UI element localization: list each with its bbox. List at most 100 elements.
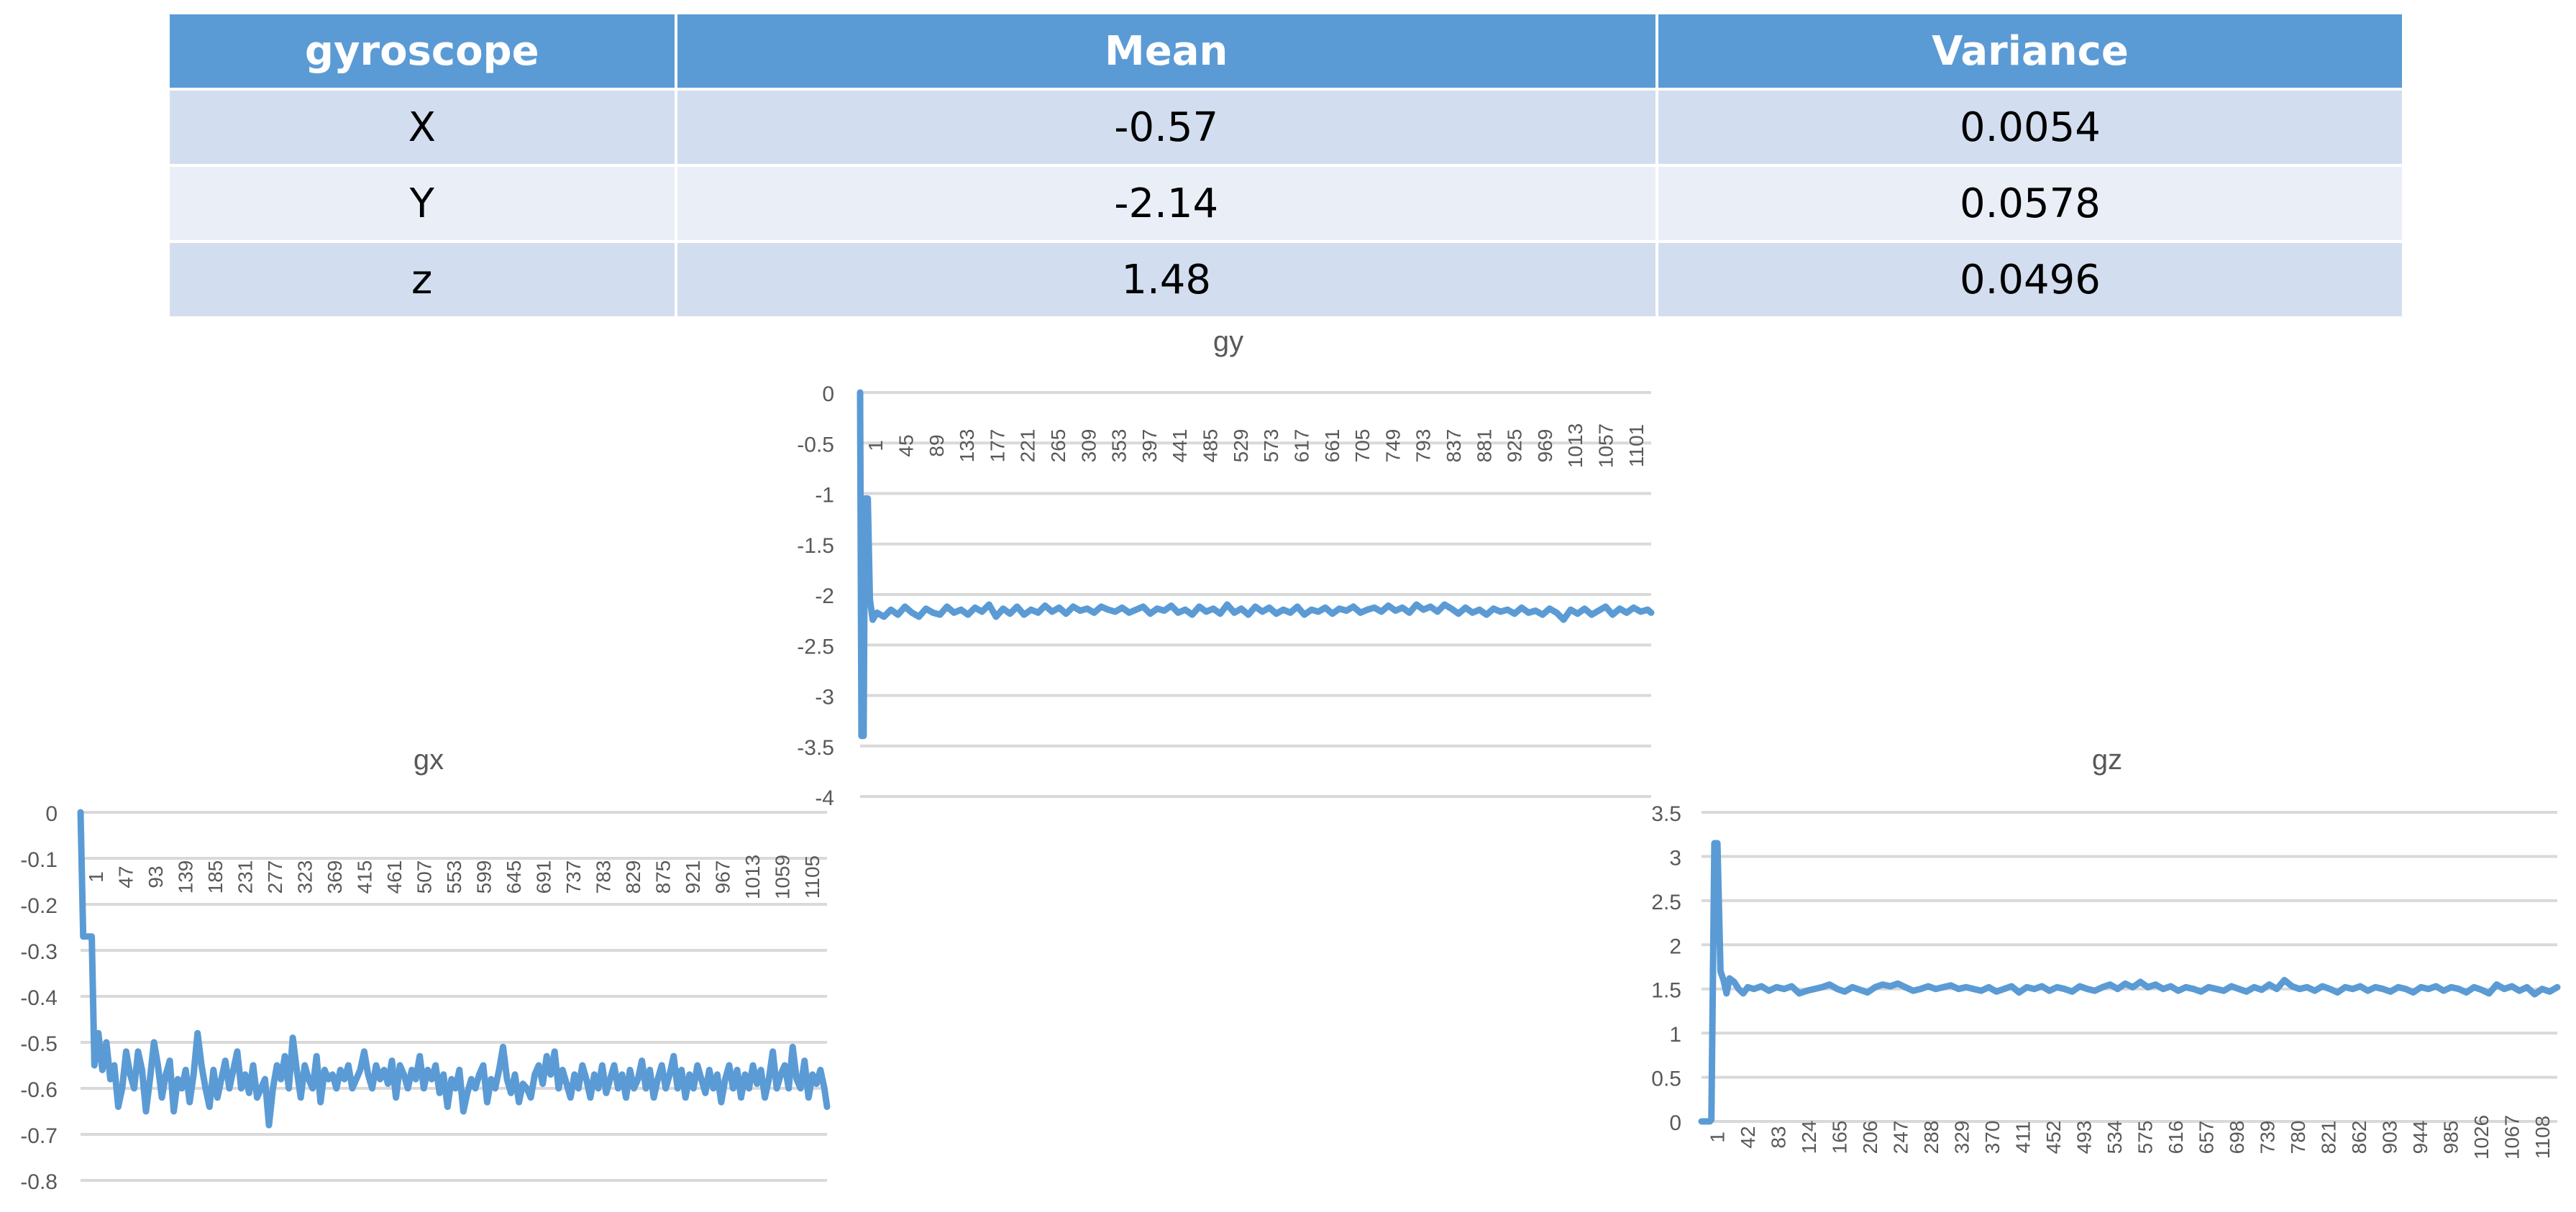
axis-cell: z [167, 240, 677, 319]
gyroscope-stats-table: gyroscope Mean Variance X -0.57 0.0054 Y… [167, 12, 2406, 319]
x-tick-label: 705 [1351, 429, 1374, 463]
table-row: z 1.48 0.0496 [167, 240, 2406, 319]
x-tick-label: 944 [2409, 1121, 2431, 1154]
y-tick-label: -0.6 [20, 1078, 58, 1102]
x-tick-label: 925 [1504, 429, 1526, 463]
x-tick-label: 1 [864, 440, 887, 451]
x-tick-label: 411 [2011, 1121, 2034, 1154]
x-tick-label: 645 [503, 860, 525, 894]
x-tick-label: 1105 [801, 855, 823, 899]
x-tick-label: 985 [2439, 1121, 2462, 1154]
y-tick-label: -0.8 [20, 1170, 58, 1194]
y-tick-label: -2 [815, 584, 834, 608]
x-tick-label: 1067 [2500, 1115, 2523, 1160]
x-tick-label: 133 [956, 429, 978, 463]
y-tick-label: -0.2 [20, 894, 58, 918]
x-tick-label: 93 [145, 866, 167, 888]
x-tick-label: 829 [622, 860, 644, 894]
x-tick-label: 573 [1260, 429, 1282, 463]
x-tick-label: 124 [1798, 1121, 1820, 1154]
y-tick-label: -0.1 [20, 848, 58, 872]
chart-title: gz [2092, 744, 2122, 776]
series-line [857, 389, 1655, 740]
x-tick-label: 139 [174, 860, 196, 894]
y-tick-label: 1 [1669, 1023, 1681, 1047]
x-tick-label: 862 [2348, 1121, 2370, 1154]
chart-title: gx [414, 744, 444, 776]
x-tick-label: 353 [1108, 429, 1131, 463]
y-tick-label: 2.5 [1651, 891, 1681, 914]
y-tick-label: -0.5 [20, 1032, 58, 1056]
x-tick-label: 875 [652, 860, 675, 894]
variance-cell: 0.0054 [1655, 88, 2406, 167]
y-tick-label: -0.4 [20, 986, 58, 1010]
y-tick-label: -2.5 [797, 635, 834, 658]
x-tick-label: 485 [1200, 429, 1222, 463]
y-tick-label: 0 [45, 802, 58, 826]
x-tick-label: 1 [1706, 1131, 1728, 1143]
mean-cell: 1.48 [674, 240, 1658, 319]
variance-cell: 0.0496 [1655, 240, 2406, 319]
mean-cell: -0.57 [674, 88, 1658, 167]
y-tick-label: -1 [815, 484, 834, 508]
chart-gz: gz 3.5 3 2.5 2 1.5 1 0.5 0 1 42 83 124 165 206 247 288 32… [1651, 744, 2561, 1160]
x-tick-label: 493 [2073, 1121, 2095, 1154]
y-tick-label: 0 [1669, 1111, 1681, 1135]
series-line [77, 809, 831, 1129]
x-tick-label: 783 [593, 860, 615, 894]
x-tick-label: 441 [1169, 429, 1191, 463]
header-gyroscope: gyroscope [167, 12, 677, 91]
x-tick-label: 967 [712, 860, 734, 894]
x-tick-label: 89 [926, 434, 948, 456]
x-tick-label: 329 [1950, 1121, 1973, 1154]
x-tick-label: 749 [1381, 429, 1404, 463]
y-tick-label: 0 [822, 382, 834, 406]
y-tick-label: -0.3 [20, 940, 58, 964]
x-tick-label: 1057 [1595, 423, 1617, 468]
chart-title: gy [1213, 326, 1243, 357]
table-row: Y -2.14 0.0578 [167, 164, 2406, 243]
x-tick-label: 739 [2256, 1121, 2278, 1154]
x-tick-label: 507 [413, 860, 435, 894]
y-tick-label: -1.5 [797, 534, 834, 558]
x-tick-label: 780 [2287, 1121, 2309, 1154]
x-tick-label: 369 [324, 860, 346, 894]
x-tick-label: 221 [1017, 429, 1039, 463]
x-tick-label: 165 [1828, 1121, 1850, 1154]
table-row: X -0.57 0.0054 [167, 88, 2406, 167]
x-tick-label: 529 [1230, 429, 1252, 463]
table-header-row: gyroscope Mean Variance [167, 12, 2406, 91]
x-tick-label: 553 [443, 860, 465, 894]
x-tick-label: 185 [204, 860, 227, 894]
axis-cell: X [167, 88, 677, 167]
x-tick-label: 277 [264, 860, 286, 894]
axis-cell: Y [167, 164, 677, 243]
y-tick-label: 1.5 [1651, 979, 1681, 1003]
x-tick-label: 921 [682, 860, 704, 894]
header-variance: Variance [1655, 12, 2406, 91]
variance-cell: 0.0578 [1655, 164, 2406, 243]
x-tick-label: 737 [562, 860, 585, 894]
x-tick-label: 616 [2165, 1121, 2187, 1154]
y-tick-label: -0.5 [797, 433, 834, 456]
x-tick-label: 323 [293, 860, 316, 894]
chart-gy: gy 0 -0.5 -1 -1.5 -2 -2.5 -3 -3.5 -4 1 45 89 133 177 22… [797, 326, 1655, 810]
x-tick-label: 288 [1920, 1121, 1942, 1154]
series-line [1698, 840, 2561, 1125]
x-tick-label: 397 [1138, 429, 1161, 463]
x-tick-label: 45 [895, 434, 917, 456]
x-tick-label: 1013 [1564, 423, 1586, 468]
x-tick-label: 452 [2042, 1121, 2065, 1154]
x-tick-label: 1 [85, 871, 107, 883]
x-tick-label: 657 [2195, 1121, 2217, 1154]
y-tick-label: 0.5 [1651, 1068, 1681, 1091]
y-tick-label: -3 [815, 686, 834, 710]
y-tick-label: 3.5 [1651, 802, 1681, 826]
x-tick-label: 1108 [2531, 1116, 2554, 1159]
x-tick-label: 969 [1534, 429, 1556, 463]
x-tick-label: 698 [2226, 1121, 2248, 1154]
x-tick-label: 617 [1290, 429, 1312, 463]
x-tick-label: 1059 [772, 855, 794, 899]
x-tick-label: 575 [2134, 1121, 2156, 1154]
